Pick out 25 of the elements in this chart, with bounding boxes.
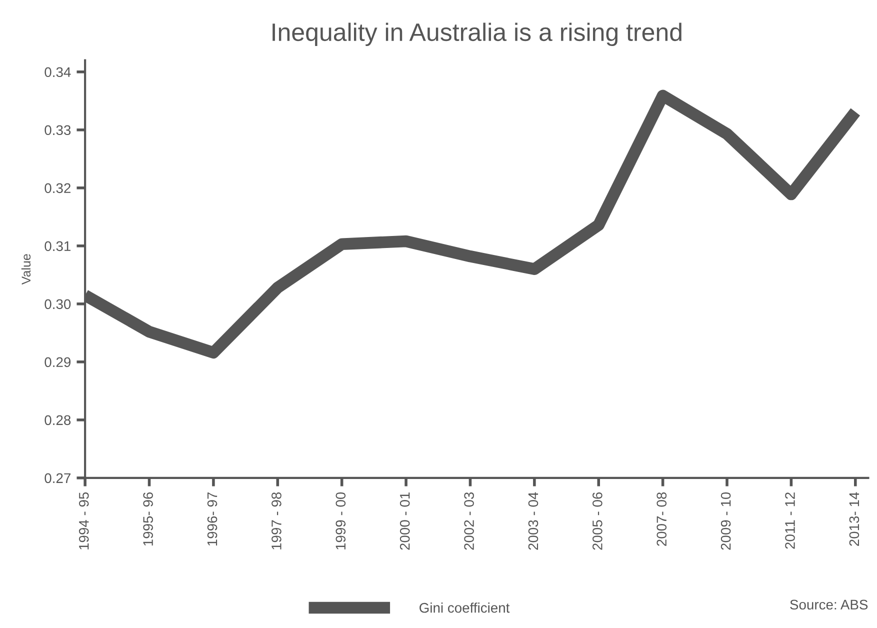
- x-tick-label: 2002 - 03: [464, 492, 474, 550]
- x-tick-label: 1994 - 95: [78, 492, 89, 550]
- y-tick-label: 0.29: [44, 357, 71, 368]
- x-tick-label: 1999 - 00: [336, 492, 346, 550]
- x-tick-label: 1996- 97: [207, 492, 218, 546]
- x-tick-label: 1995- 96: [143, 492, 153, 546]
- x-tick-label: 2013- 14: [849, 492, 860, 546]
- x-tick-label: 1997 - 98: [272, 492, 282, 550]
- x-tick-label: 2003 - 04: [528, 492, 538, 550]
- y-tick-label: 0.32: [44, 183, 70, 194]
- source-note: Source: ABS: [790, 600, 868, 610]
- x-tick-label: 2000 - 01: [400, 492, 410, 550]
- x-tick-label: 2011 - 12: [785, 492, 795, 549]
- x-tick-label: 2009 - 10: [720, 492, 731, 550]
- y-tick-label: 0.28: [44, 415, 71, 426]
- y-tick-label: 0.33: [44, 125, 71, 136]
- y-tick-label: 0.30: [44, 299, 71, 310]
- chart-title: Inequality in Australia is a rising trend: [272, 22, 682, 46]
- text: Gini coefficient: [420, 602, 510, 613]
- x-tick-label: 2005 - 06: [592, 492, 602, 550]
- y-axis-title: Value: [21, 254, 31, 285]
- y-tick-label: 0.31: [44, 241, 71, 252]
- x-tick-label: 2007- 08: [656, 492, 667, 546]
- y-tick-label: 0.34: [44, 67, 71, 78]
- y-tick-label: 0.27: [44, 473, 70, 484]
